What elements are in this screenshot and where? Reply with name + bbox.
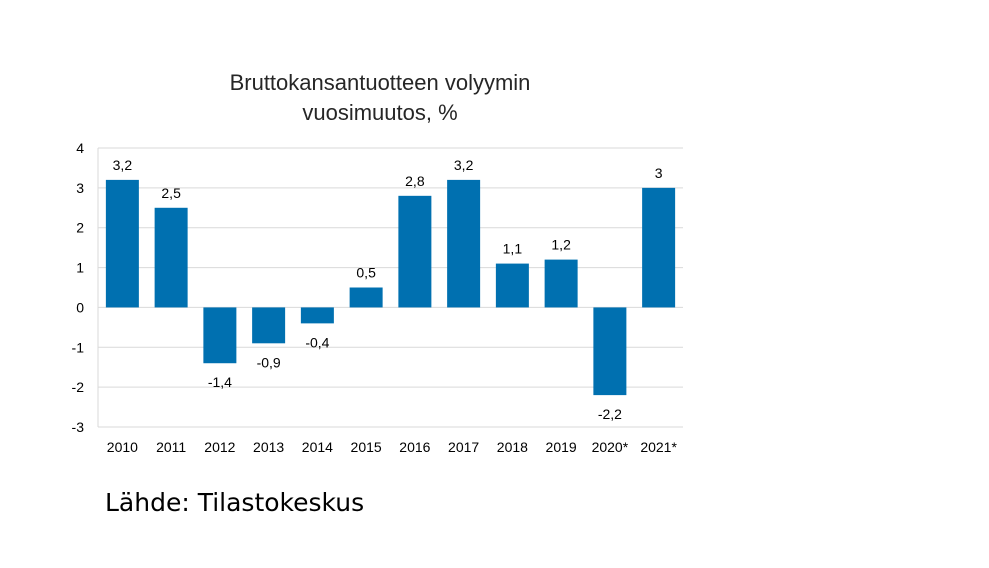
- y-tick-label: 2: [76, 220, 84, 236]
- chart-title-line: Bruttokansantuotteen volyymin: [230, 70, 531, 95]
- x-tick-label-2010: 2010: [107, 439, 138, 455]
- data-label-2014: -0,4: [305, 334, 329, 350]
- x-tick-label-2020*: 2020*: [592, 439, 629, 455]
- y-tick-label: -1: [72, 339, 85, 355]
- x-tick-label-2021*: 2021*: [640, 439, 677, 455]
- bar-2021*: [642, 187, 676, 308]
- bar-2018: [495, 263, 529, 308]
- y-tick-label: 4: [76, 140, 84, 156]
- x-tick-label-2018: 2018: [497, 439, 528, 455]
- data-label-2011: 2,5: [161, 185, 181, 201]
- bar-2015: [349, 287, 383, 308]
- x-tick-label-2012: 2012: [204, 439, 235, 455]
- bar-2010: [105, 179, 139, 308]
- x-tick-label-2017: 2017: [448, 439, 479, 455]
- y-tick-label: 3: [76, 180, 84, 196]
- data-label-2020*: -2,2: [598, 406, 622, 422]
- bar-2020*: [593, 307, 627, 396]
- data-label-2021*: 3: [655, 165, 663, 181]
- data-label-2016: 2,8: [405, 173, 425, 189]
- y-tick-label: -3: [72, 419, 85, 435]
- bar-2014: [300, 307, 334, 324]
- bar-2019: [544, 259, 578, 308]
- bar-2017: [447, 179, 481, 308]
- bars: [105, 179, 676, 396]
- x-tick-label-2015: 2015: [351, 439, 382, 455]
- bar-2011: [154, 207, 188, 308]
- bar-2016: [398, 195, 432, 308]
- bar-2012: [203, 307, 237, 364]
- x-category-labels: 2010 2011 2012 2013 2014 2015 2016 2017 2018 2019…: [107, 439, 678, 455]
- x-tick-label-2016: 2016: [399, 439, 430, 455]
- x-tick-label-2011: 2011: [156, 439, 186, 455]
- data-label-2012: -1,4: [208, 374, 232, 390]
- chart-title-line: vuosimuutos, %: [302, 100, 457, 125]
- data-label-2010: 3,2: [113, 157, 133, 173]
- y-tick-label: 0: [76, 299, 84, 315]
- y-tick-label: -2: [72, 379, 85, 395]
- data-label-2019: 1,2: [551, 237, 571, 253]
- source-note: Lähde: Tilastokeskus: [105, 488, 365, 517]
- x-tick-label-2013: 2013: [253, 439, 284, 455]
- bar-2013: [252, 307, 286, 344]
- y-tick-label: 1: [76, 260, 84, 276]
- data-label-2015: 0,5: [356, 265, 376, 281]
- axes: [97, 148, 683, 427]
- data-labels: 3,2 2,5 -1,4 -0,9 -0,4 0,5 2,8 3,2 1,1 1,2 -2,2 3: [113, 157, 663, 422]
- data-label-2013: -0,9: [257, 354, 281, 370]
- x-tick-label-2019: 2019: [546, 439, 577, 455]
- gridlines: [98, 147, 683, 428]
- y-tick-labels: 4 3 2 1 0 -1 -2 -3: [72, 140, 85, 435]
- chart-title: Bruttokansantuotteen volyymin vuosimuutos…: [230, 70, 531, 125]
- data-label-2017: 3,2: [454, 157, 474, 173]
- data-label-2018: 1,1: [503, 241, 523, 257]
- x-tick-label-2014: 2014: [302, 439, 333, 455]
